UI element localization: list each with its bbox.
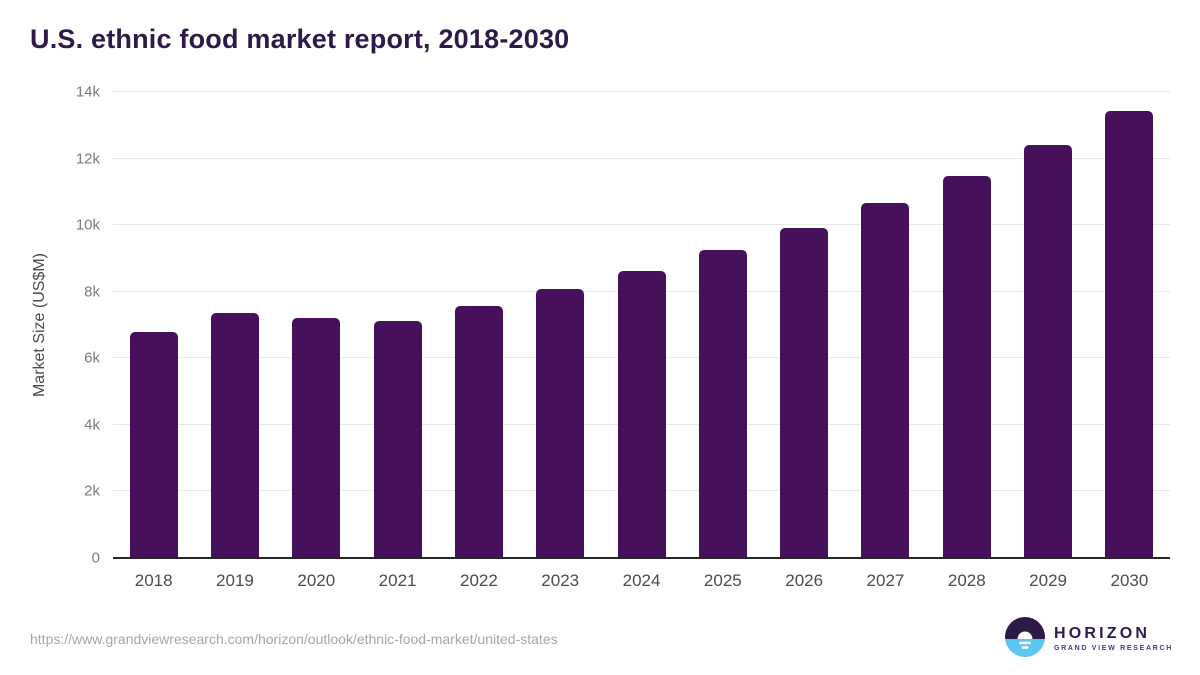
bar-2024 [617, 271, 666, 558]
bar-2023 [536, 289, 585, 558]
bar-slot [926, 92, 1007, 558]
bars-container [113, 92, 1170, 558]
horizon-logo: HORIZON GRAND VIEW RESEARCH [1004, 616, 1173, 662]
logo-text: HORIZON GRAND VIEW RESEARCH [1053, 625, 1173, 653]
bar-slot [1007, 92, 1088, 558]
footer: https://www.grandviewresearch.com/horizo… [30, 616, 1173, 662]
bar-2020 [292, 318, 341, 558]
x-tick-label: 2021 [378, 571, 417, 590]
y-tick-label: 12k [75, 150, 100, 168]
bar-slot [113, 92, 194, 558]
bar-slot [357, 92, 438, 558]
source-url: https://www.grandviewresearch.com/horizo… [30, 631, 558, 647]
logo-wordmark: HORIZON [1053, 625, 1151, 642]
gridline [113, 91, 1170, 92]
bar-2029 [1024, 145, 1073, 558]
bar-slot [845, 92, 926, 558]
bar-2026 [780, 228, 829, 558]
bar-slot [682, 92, 763, 558]
bar-slot [520, 92, 601, 558]
gridline [113, 157, 1170, 159]
bar-2022 [454, 306, 503, 558]
x-tick-label: 2024 [622, 571, 661, 590]
bar-slot [438, 92, 519, 558]
x-tick-label: 2027 [866, 571, 905, 590]
y-tick-label: 8k [84, 283, 100, 301]
bar-2019 [210, 313, 259, 558]
x-tick-label: 2025 [703, 571, 742, 590]
x-tick-label: 2028 [947, 571, 986, 590]
x-tick-label: 2023 [541, 571, 580, 590]
logo-subtitle: GRAND VIEW RESEARCH [1053, 645, 1173, 652]
x-tick-label: 2020 [297, 571, 336, 590]
bar-2025 [698, 250, 747, 558]
y-axis-labels: 0 2k 4k 6k 8k 10k 12k 14k [0, 85, 100, 566]
y-tick-label: 0 [91, 549, 100, 567]
bar-2018 [129, 332, 178, 558]
x-tick-label: 2019 [216, 571, 254, 590]
x-axis-line [113, 557, 1170, 559]
y-tick-label: 14k [75, 83, 100, 101]
y-tick-label: 4k [84, 416, 100, 434]
bar-2027 [861, 202, 910, 558]
page-title: U.S. ethnic food market report, 2018-203… [30, 24, 570, 54]
plot-area [113, 91, 1170, 559]
bar-slot [194, 92, 275, 558]
y-tick-label: 6k [84, 349, 100, 367]
x-tick-label: 2030 [1110, 571, 1149, 590]
y-tick-label: 2k [84, 482, 100, 500]
bar-2030 [1105, 110, 1154, 558]
y-tick-label: 10k [75, 216, 100, 234]
bar-slot [764, 92, 845, 558]
x-tick-label: 2018 [134, 571, 173, 590]
x-tick-label: 2022 [459, 571, 498, 590]
bar-slot [601, 92, 682, 558]
bar-slot [276, 92, 357, 558]
bar-2021 [373, 321, 422, 558]
x-tick-label: 2026 [785, 571, 824, 590]
horizon-sun-circle-icon [1004, 616, 1045, 662]
x-tick-label: 2029 [1029, 571, 1067, 590]
bar-2028 [942, 175, 991, 558]
gridline [113, 224, 1170, 226]
x-axis-labels: 2018 2019 2020 2021 2022 2023 2024 2025 2026 2027… [113, 571, 1170, 591]
bar-slot [1089, 92, 1170, 558]
